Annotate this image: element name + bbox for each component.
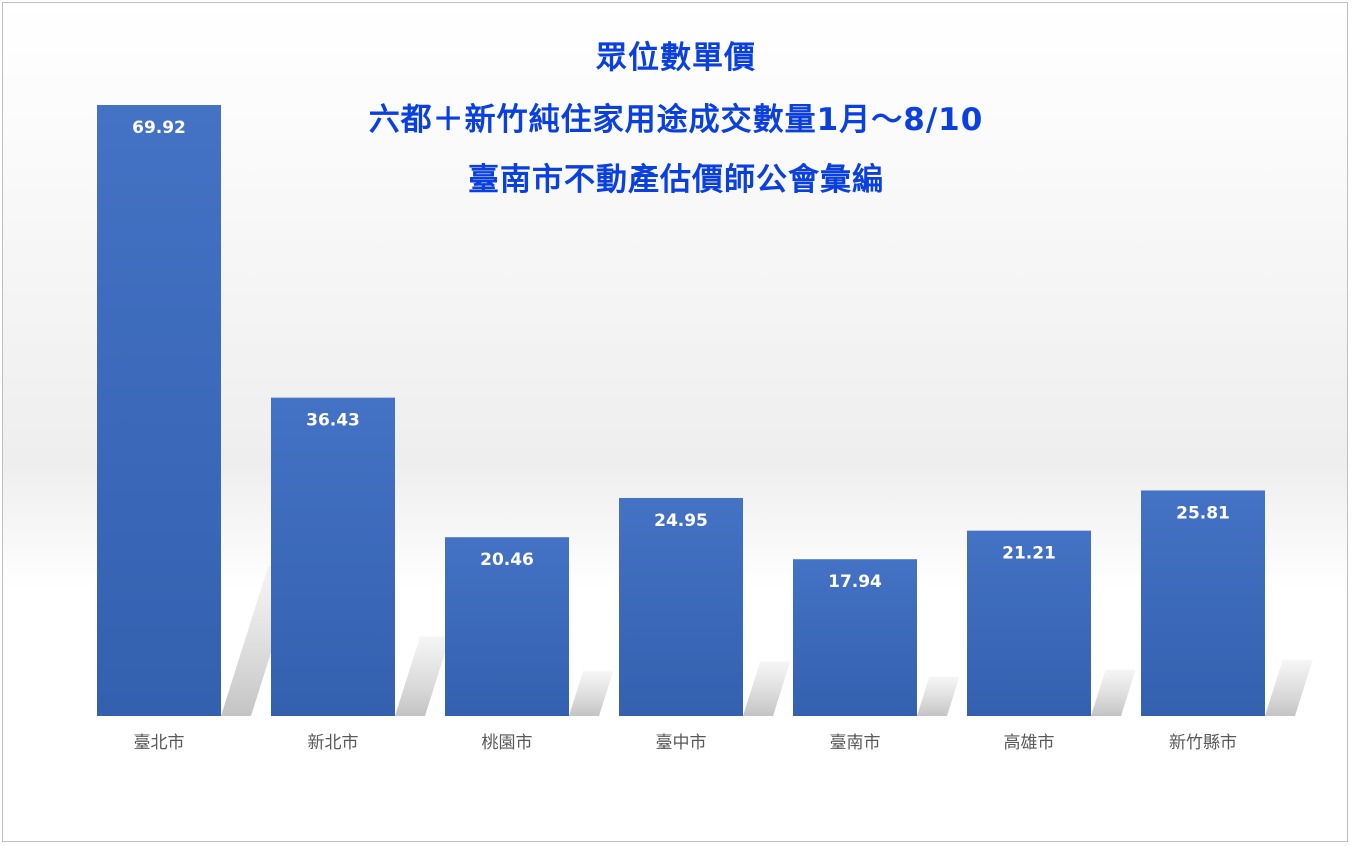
chart-title-line-2: 六都＋新竹純住家用途成交數量1月～8/10: [368, 102, 984, 138]
value-label: 69.92: [132, 118, 186, 138]
bar-shadow: [1091, 669, 1136, 716]
chart-title-line-1: 眾位數單價: [596, 40, 756, 76]
bar-shadow: [1265, 659, 1313, 716]
value-label: 25.81: [1176, 503, 1230, 523]
bar-shadow: [743, 661, 791, 716]
bar: [97, 105, 221, 716]
bar: [445, 537, 569, 716]
value-label: 20.46: [480, 550, 534, 570]
bar: [967, 530, 1091, 716]
bar: [619, 497, 743, 716]
category-label: 臺北市: [134, 733, 185, 753]
value-label: 24.95: [654, 511, 708, 531]
category-label: 臺中市: [656, 733, 707, 753]
bars-layer: [97, 105, 1265, 716]
bar-shadow: [395, 636, 451, 716]
chart-title-line-3: 臺南市不動產估價師公會彙編: [468, 162, 884, 198]
value-labels-layer: 69.92 36.43 20.46 24.95 17.94 21.21 25.81: [132, 118, 1230, 592]
value-label: 21.21: [1002, 544, 1056, 564]
bar-shadow: [917, 676, 960, 716]
category-label: 臺南市: [830, 733, 881, 753]
category-label: 高雄市: [1004, 733, 1055, 753]
bar: [271, 397, 395, 716]
category-labels-layer: 臺北市 新北市 桃園市 臺中市 臺南市 高雄市 新竹縣市: [134, 733, 1238, 753]
bar: [793, 559, 917, 716]
bar: [1141, 490, 1265, 716]
category-label: 新竹縣市: [1169, 733, 1237, 753]
category-label: 新北市: [308, 733, 359, 753]
value-label: 36.43: [306, 411, 360, 431]
value-label: 17.94: [828, 572, 882, 592]
category-label: 桃園市: [482, 733, 533, 753]
bar-shadow: [569, 671, 614, 716]
